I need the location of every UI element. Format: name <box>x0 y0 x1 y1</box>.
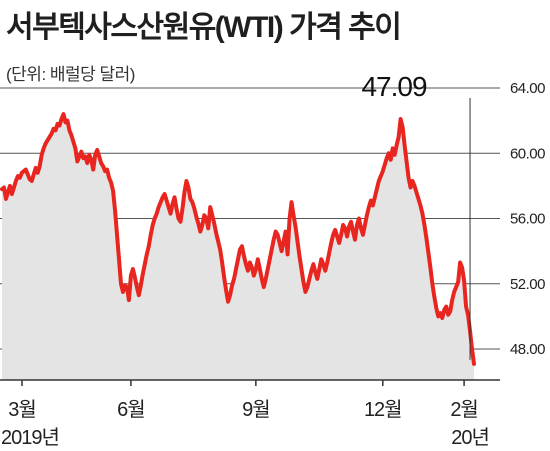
y-axis-labels: 64.00 60.00 56.00 52.00 48.00 <box>510 80 546 358</box>
price-area <box>2 114 474 380</box>
x-tick-label: 9월 <box>242 398 270 421</box>
last-price-annotation: 47.09 <box>361 71 471 360</box>
y-tick-label: 52.00 <box>510 276 545 293</box>
chart-title: 서부텍사스산원유(WTI) 가격 추이 <box>6 11 402 44</box>
y-tick-label: 60.00 <box>510 145 545 162</box>
annotation-value: 47.09 <box>361 71 426 102</box>
y-tick-label: 56.00 <box>510 211 545 228</box>
x-tick-sublabel: 2019년 <box>1 426 59 449</box>
x-tick-label: 12월 <box>364 398 402 421</box>
x-axis-ticks: 3월 2019년 6월 9월 12월 2월 20년 <box>1 380 490 449</box>
x-tick-label: 3월 <box>8 398 36 421</box>
price-line <box>0 112 476 366</box>
y-tick-label: 48.00 <box>510 341 545 358</box>
x-tick-sublabel: 20년 <box>451 426 489 449</box>
x-tick-label: 2월 <box>450 398 478 421</box>
x-tick-label: 6월 <box>117 398 145 421</box>
y-tick-label: 64.00 <box>510 80 545 97</box>
unit-label: (단위: 배럴당 달러) <box>6 65 135 84</box>
